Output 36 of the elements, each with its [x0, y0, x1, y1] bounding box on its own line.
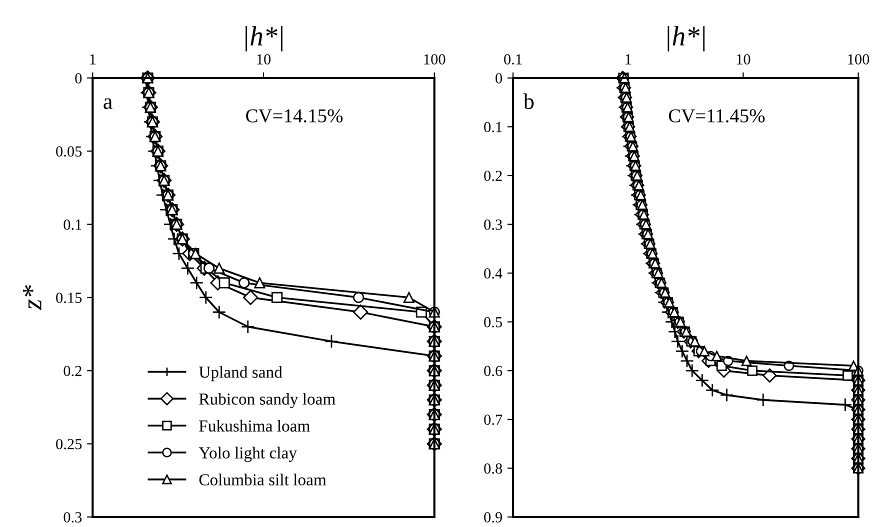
y-tick-label: 0.05	[56, 146, 82, 157]
x-tick-label: 100	[424, 54, 446, 64]
y-tick-label: 0.6	[484, 366, 502, 376]
y-tick-label: 0.7	[484, 414, 502, 425]
y-tick-label: 0	[496, 73, 502, 84]
annotation: a	[104, 98, 112, 109]
y-tick-label: 0.25	[56, 438, 82, 450]
legend-label: Rubicon sandy loam	[199, 392, 336, 408]
y-tick-label: 0.8	[484, 463, 502, 474]
x-tick-label: 10	[736, 54, 750, 64]
x-axis-title: |h*|	[668, 26, 705, 52]
y-tick-label: 0.3	[484, 219, 502, 230]
y-tick-label: 0.5	[484, 317, 502, 328]
legend-label: Columbia silt loam	[199, 474, 326, 486]
legend-label: Yolo light clay	[198, 446, 297, 462]
x-tick-label: 1	[626, 54, 632, 64]
y-tick-label: 0.2	[64, 366, 82, 376]
y-tick-label: 0.9	[484, 512, 502, 523]
legend-label: Fukushima loam	[199, 420, 310, 432]
y-tick-label: 0.15	[56, 292, 82, 304]
annotation: CV=14.15%	[246, 109, 343, 123]
annotation: b	[523, 93, 534, 109]
x-tick-label: 1	[90, 54, 96, 64]
y-tick-label: 0.1	[484, 122, 502, 132]
y-tick-label: 0.3	[64, 512, 82, 523]
y-tick-label: 0.2	[484, 170, 502, 182]
x-tick-label: 100	[848, 54, 870, 64]
x-tick-label: 10	[257, 54, 271, 64]
y-tick-label: 0	[75, 73, 82, 84]
legend-label: Upland sand	[199, 366, 282, 382]
y-axis-title: z*	[23, 285, 42, 310]
x-axis-title: |h*|	[246, 26, 282, 52]
x-tick-label: 0.1	[504, 54, 522, 65]
y-tick-label: 0.1	[64, 219, 82, 230]
y-tick-label: 0.4	[484, 268, 502, 279]
annotation: CV=11.45%	[668, 109, 765, 123]
